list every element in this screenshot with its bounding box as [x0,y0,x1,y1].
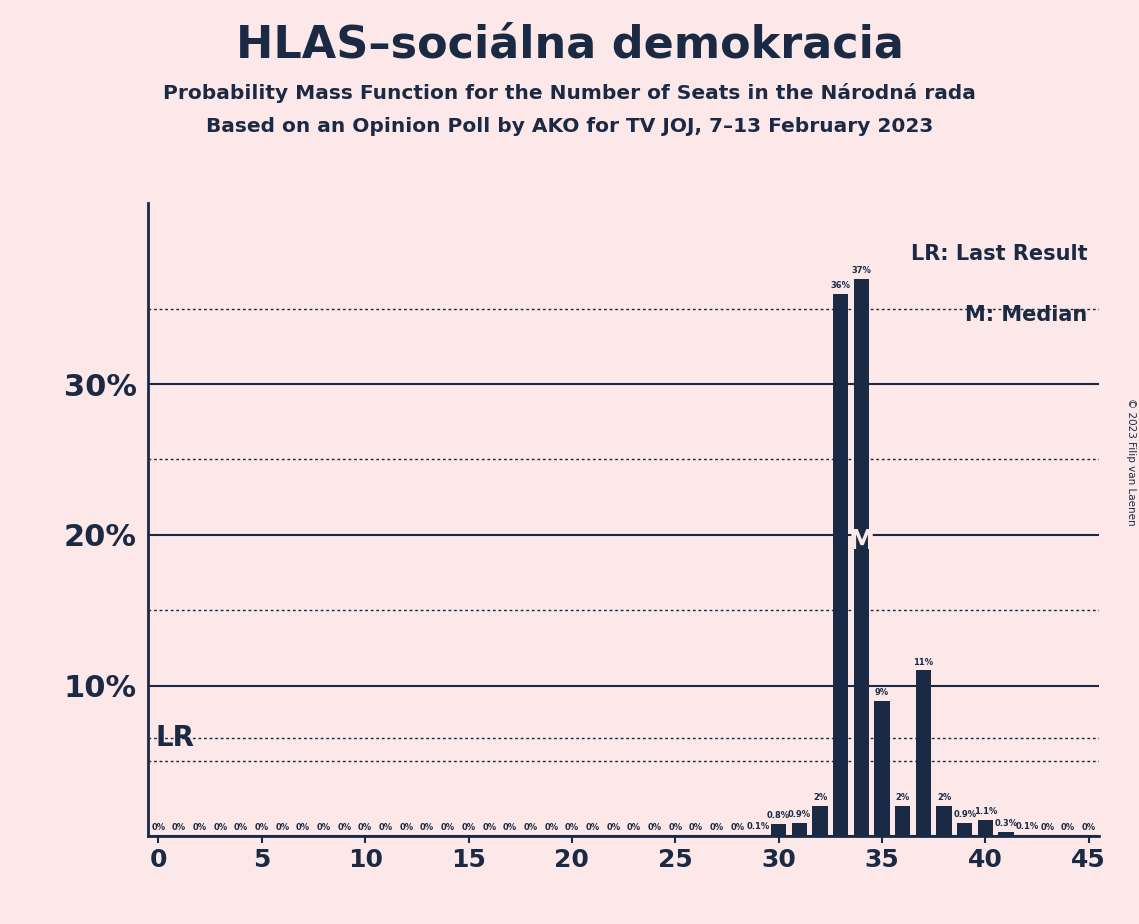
Text: 0%: 0% [213,823,228,833]
Text: 0%: 0% [192,823,207,833]
Text: 0%: 0% [276,823,289,833]
Text: LR: LR [156,724,195,752]
Text: 0%: 0% [502,823,517,833]
Text: 0%: 0% [565,823,579,833]
Text: 0%: 0% [648,823,662,833]
Text: 0.3%: 0.3% [994,819,1017,828]
Text: LR: Last Result: LR: Last Result [911,245,1088,264]
Text: 0.1%: 0.1% [1015,822,1039,831]
Bar [916,671,932,836]
Text: 2%: 2% [813,794,827,802]
Text: 0%: 0% [400,823,413,833]
Text: 0%: 0% [358,823,372,833]
Text: M: M [849,529,875,555]
Text: 9%: 9% [875,687,890,697]
Text: HLAS–sociálna demokracia: HLAS–sociálna demokracia [236,23,903,67]
Bar [771,824,786,836]
Text: Probability Mass Function for the Number of Seats in the Národná rada: Probability Mass Function for the Number… [163,83,976,103]
Text: © 2023 Filip van Laenen: © 2023 Filip van Laenen [1126,398,1136,526]
Text: 37%: 37% [852,266,871,274]
Text: 0.9%: 0.9% [788,810,811,819]
Text: 1.1%: 1.1% [974,807,997,816]
Text: 2%: 2% [895,794,910,802]
Text: 0%: 0% [710,823,723,833]
Text: 0%: 0% [379,823,393,833]
Text: 0%: 0% [689,823,703,833]
Text: 0%: 0% [669,823,682,833]
Text: 0%: 0% [172,823,186,833]
Bar [833,294,849,836]
Bar [957,822,973,836]
Text: 0%: 0% [233,823,248,833]
Bar [792,822,808,836]
Bar [853,279,869,836]
Text: 0%: 0% [585,823,599,833]
Text: 0%: 0% [730,823,745,833]
Text: 0%: 0% [606,823,621,833]
Text: 0.8%: 0.8% [767,811,790,821]
Text: 0%: 0% [1062,823,1075,833]
Bar [936,806,952,836]
Text: 0%: 0% [441,823,454,833]
Bar [977,820,993,836]
Text: 0%: 0% [296,823,310,833]
Text: 0%: 0% [544,823,558,833]
Text: 36%: 36% [830,281,851,290]
Text: M: Median: M: Median [966,305,1088,324]
Text: 0%: 0% [255,823,269,833]
Bar [999,832,1014,836]
Text: 0%: 0% [337,823,352,833]
Bar [812,806,828,836]
Text: 0%: 0% [420,823,434,833]
Text: 0%: 0% [524,823,538,833]
Bar [895,806,910,836]
Text: 0%: 0% [626,823,641,833]
Text: 0%: 0% [1082,823,1096,833]
Text: 2%: 2% [937,794,951,802]
Text: 0.1%: 0.1% [746,822,770,831]
Bar [1019,834,1034,836]
Bar [751,834,765,836]
Text: 0%: 0% [151,823,165,833]
Bar [875,700,890,836]
Text: 0%: 0% [1040,823,1055,833]
Text: 0%: 0% [482,823,497,833]
Text: 0%: 0% [461,823,476,833]
Text: 0%: 0% [317,823,330,833]
Text: 0.9%: 0.9% [953,810,976,819]
Text: Based on an Opinion Poll by AKO for TV JOJ, 7–13 February 2023: Based on an Opinion Poll by AKO for TV J… [206,117,933,137]
Text: 11%: 11% [913,658,934,667]
